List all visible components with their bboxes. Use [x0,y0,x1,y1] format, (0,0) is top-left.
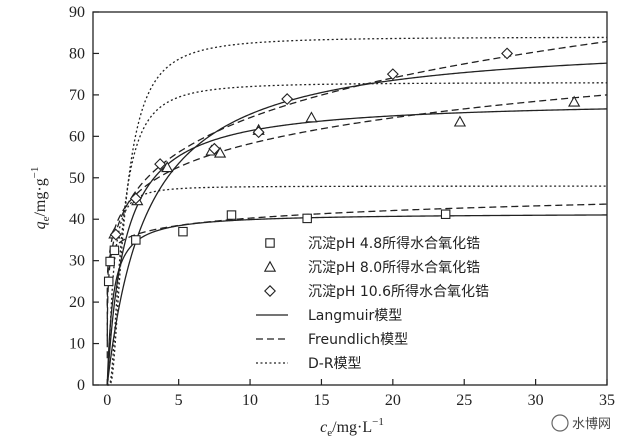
y-axis-sup: −1 [29,167,41,179]
freundlich-fit-curve-3 [106,40,608,359]
diamond-point [154,158,167,171]
legend-square-marker [265,238,275,248]
x-axis-main: c [320,419,327,436]
legend-model-label: Langmuir模型 [308,308,402,324]
triangle-point [568,95,581,107]
x-axis-sup: −1 [372,416,384,428]
dr-fit-curve-3 [107,36,607,386]
legend-series-label: 沉淀pH 8.0所得水合氧化锆 [308,259,480,276]
y-axis-sub: e [40,216,52,221]
legend-triangle-marker [263,260,277,272]
diamond-point [252,126,265,139]
square-point [131,235,141,245]
data-points [103,47,581,287]
y-tick-label: 80 [69,45,85,62]
legend-series-label: 沉淀pH 10.6所得水合氧化锆 [308,283,489,300]
y-axis-unit: /mg·g [32,178,49,216]
y-tick-label: 40 [69,211,85,228]
watermark-logo-icon [551,414,569,432]
square-point [178,226,188,237]
watermark-text: 水博网 [572,417,611,432]
legend-series-label: 沉淀pH 4.8所得水合氧化锆 [308,235,480,252]
legend-diamond-marker [264,285,276,297]
triangle-point [453,115,467,127]
x-tick-label: 25 [456,392,472,409]
y-tick-label: 60 [69,128,85,145]
diamond-point [109,228,122,241]
x-axis-title: ce/mg·L−1 [320,416,384,439]
triangle-point [161,161,174,173]
y-tick-label: 30 [69,253,85,270]
y-tick-label: 90 [69,4,85,21]
y-tick-label: 0 [77,377,85,394]
x-tick-label: 20 [385,392,401,409]
x-axis-unit: /mg·L [332,419,372,436]
x-tick-label: 10 [242,392,258,409]
langmuir-fit-curve-2 [106,108,608,386]
dr-fit-curve-2 [107,82,607,386]
axes: 0 5 10 15 20 25 30 35 0 10 20 30 40 50 60 70 80 90 [69,4,615,409]
dr-fit-curve-1 [106,185,607,386]
freundlich-fit-curve-2 [106,94,608,341]
x-tick-label: 5 [175,392,183,409]
plot-frame [92,11,608,386]
x-tick-label: 15 [313,392,329,409]
x-tick-label: 35 [599,392,615,409]
y-axis-main: q [32,221,49,229]
x-tick-label: 0 [103,392,111,409]
x-tick-label: 30 [528,392,544,409]
square-point [440,209,451,219]
y-tick-label: 50 [69,170,85,187]
square-point [226,210,237,220]
diamond-point [281,93,294,106]
x-axis-sub: e [327,427,332,439]
diamond-point [208,142,221,155]
legend-model-label: D-R模型 [308,356,362,372]
diamond-point [386,68,399,81]
triangle-point [305,111,318,123]
diamond-point [129,192,142,205]
watermark: 水博网 [551,414,611,432]
y-tick-label: 10 [69,336,85,353]
legend-model-label: Freundlich模型 [308,332,408,348]
triangle-point [213,146,227,158]
y-tick-label: 20 [69,294,85,311]
freundlich-fit-curve-1 [106,203,608,306]
square-point [105,256,115,267]
diamond-point [501,47,514,60]
y-axis-title: qe/mg·g−1 [29,167,52,230]
square-point [302,213,312,224]
square-point [103,276,114,287]
y-tick-label: 70 [69,87,85,104]
square-point [109,245,120,256]
